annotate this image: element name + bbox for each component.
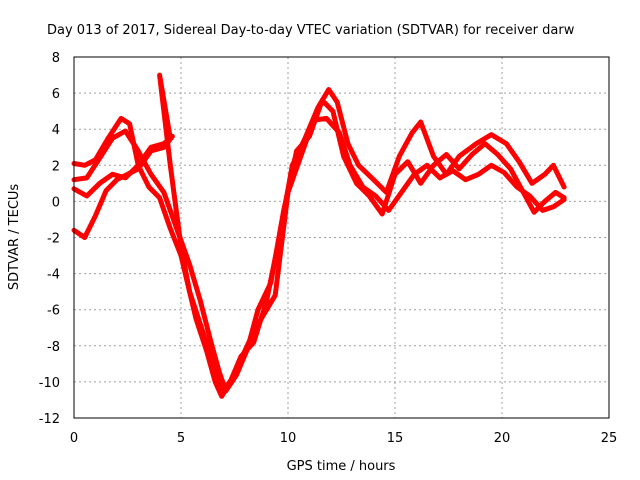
data-traces: [71, 72, 567, 399]
y-tick-label: -10: [39, 376, 60, 391]
y-tick-label: -12: [39, 412, 60, 427]
y-tick-label: 2: [52, 159, 60, 174]
y-tick-label: -6: [47, 304, 60, 319]
chart-title: Day 013 of 2017, Sidereal Day-to-day VTE…: [47, 23, 575, 38]
x-tick-label: 20: [494, 431, 511, 446]
x-tick-label: 25: [601, 431, 618, 446]
y-tick-label: -2: [47, 232, 60, 247]
series-trace-b: [71, 97, 567, 394]
y-tick-label: -8: [47, 340, 60, 355]
y-tick-labels: -12 -10 -8 -6 -4 -2 0 2 4 6 8: [39, 51, 60, 427]
series-trace-c: [71, 72, 567, 396]
series-trace-d: [71, 133, 175, 240]
x-tick-label: 5: [177, 431, 185, 446]
y-axis-label: SDTVAR / TECUs: [7, 184, 22, 291]
plot-frame: [73, 56, 610, 419]
y-tick-label: 4: [52, 123, 60, 138]
y-tick-label: 8: [52, 51, 60, 66]
y-tick-label: 6: [52, 87, 60, 102]
x-tick-labels: 0 5 10 15 20 25: [70, 431, 617, 446]
x-tick-label: 10: [280, 431, 297, 446]
x-tick-label: 15: [387, 431, 404, 446]
x-axis-label: GPS time / hours: [287, 459, 396, 474]
series-trace-a: [71, 87, 567, 399]
x-tick-label: 0: [70, 431, 78, 446]
y-tick-label: 0: [52, 195, 60, 210]
y-tick-label: -4: [47, 268, 60, 283]
